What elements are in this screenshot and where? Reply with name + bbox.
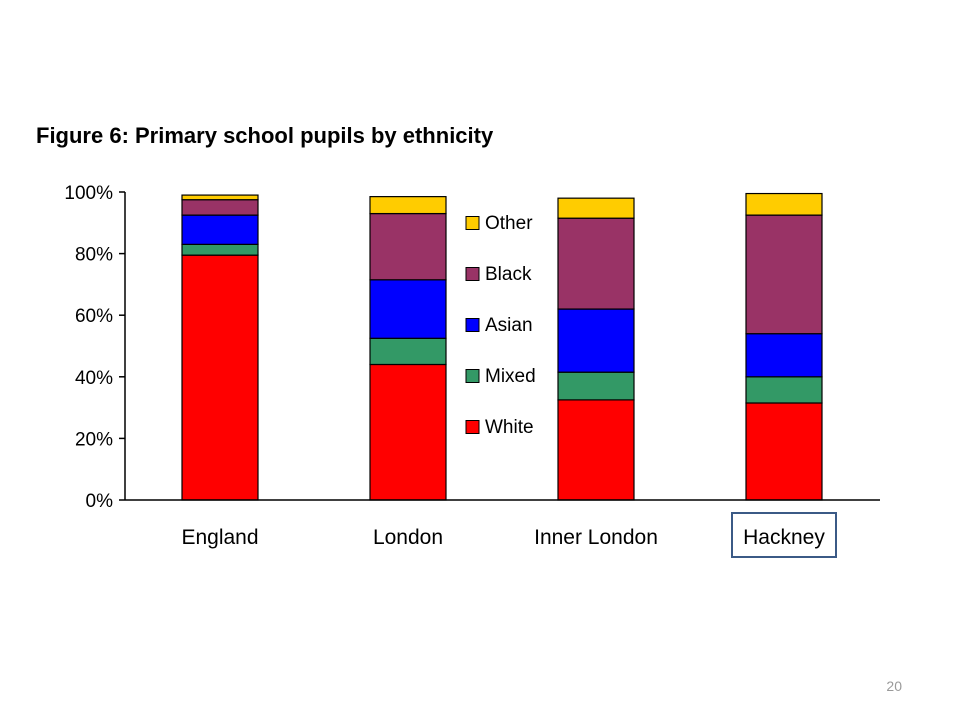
- bar-segment-asian: [369, 279, 447, 339]
- legend-item-black: Black: [465, 264, 532, 285]
- bars: [181, 192, 823, 501]
- legend-label: Black: [485, 264, 532, 285]
- chart-title: Figure 6: Primary school pupils by ethni…: [36, 123, 494, 148]
- legend-swatch: [465, 369, 480, 383]
- bar-segment-mixed: [369, 337, 447, 366]
- legend-item-asian: Asian: [465, 315, 533, 336]
- bar-segment-black: [557, 217, 635, 310]
- x-category-label: Inner London: [534, 526, 658, 549]
- y-tick-label: 60%: [75, 306, 113, 327]
- bar-segment-white: [181, 254, 259, 501]
- legend-swatch: [465, 420, 480, 434]
- y-tick-label: 0%: [86, 491, 114, 512]
- bar-segment-other: [557, 197, 635, 219]
- legend-swatch: [465, 216, 480, 230]
- x-category-label: Hackney: [743, 526, 825, 549]
- y-tick-label: 100%: [64, 183, 113, 204]
- x-axis: England London Inner London Hackney: [125, 499, 880, 558]
- bar-segment-black: [369, 212, 447, 281]
- y-tick-label: 80%: [75, 245, 113, 266]
- bar-segment-other: [181, 194, 259, 201]
- y-axis: 0% 20% 40% 60% 80% 100%: [64, 183, 126, 512]
- x-category-label: London: [373, 526, 443, 549]
- legend-item-other: Other: [465, 213, 533, 234]
- bar-stack-london: [369, 196, 447, 501]
- bar-segment-other: [369, 196, 447, 215]
- legend-item-white: White: [465, 417, 534, 438]
- bar-segment-mixed: [181, 243, 259, 256]
- bar-segment-black: [745, 214, 823, 335]
- bar-stack-inner-london: [557, 197, 635, 501]
- bar-segment-white: [557, 399, 635, 501]
- y-tick-label: 40%: [75, 368, 113, 389]
- y-tick-label: 20%: [75, 429, 113, 450]
- legend-label: Other: [485, 213, 533, 234]
- highlight-box: [731, 512, 837, 558]
- bar-segment-mixed: [557, 371, 635, 401]
- bar-stack-england: [181, 194, 259, 501]
- bar-segment-black: [181, 199, 259, 216]
- legend-swatch: [465, 267, 480, 281]
- legend: Other Black Asian Mixed White: [465, 213, 536, 438]
- bar-segment-asian: [745, 333, 823, 378]
- bar-segment-other: [745, 192, 823, 216]
- legend-item-mixed: Mixed: [465, 366, 536, 387]
- bar-segment-mixed: [745, 376, 823, 404]
- page-number: 20: [886, 678, 902, 694]
- legend-label: White: [485, 417, 534, 438]
- legend-swatch: [465, 318, 480, 332]
- bar-segment-white: [745, 402, 823, 501]
- x-category-label: England: [181, 526, 258, 549]
- bar-segment-asian: [181, 214, 259, 245]
- bar-segment-white: [369, 363, 447, 501]
- bar-segment-asian: [557, 308, 635, 373]
- legend-label: Asian: [485, 315, 533, 336]
- legend-label: Mixed: [485, 366, 536, 387]
- bar-stack-hackney: [745, 192, 823, 501]
